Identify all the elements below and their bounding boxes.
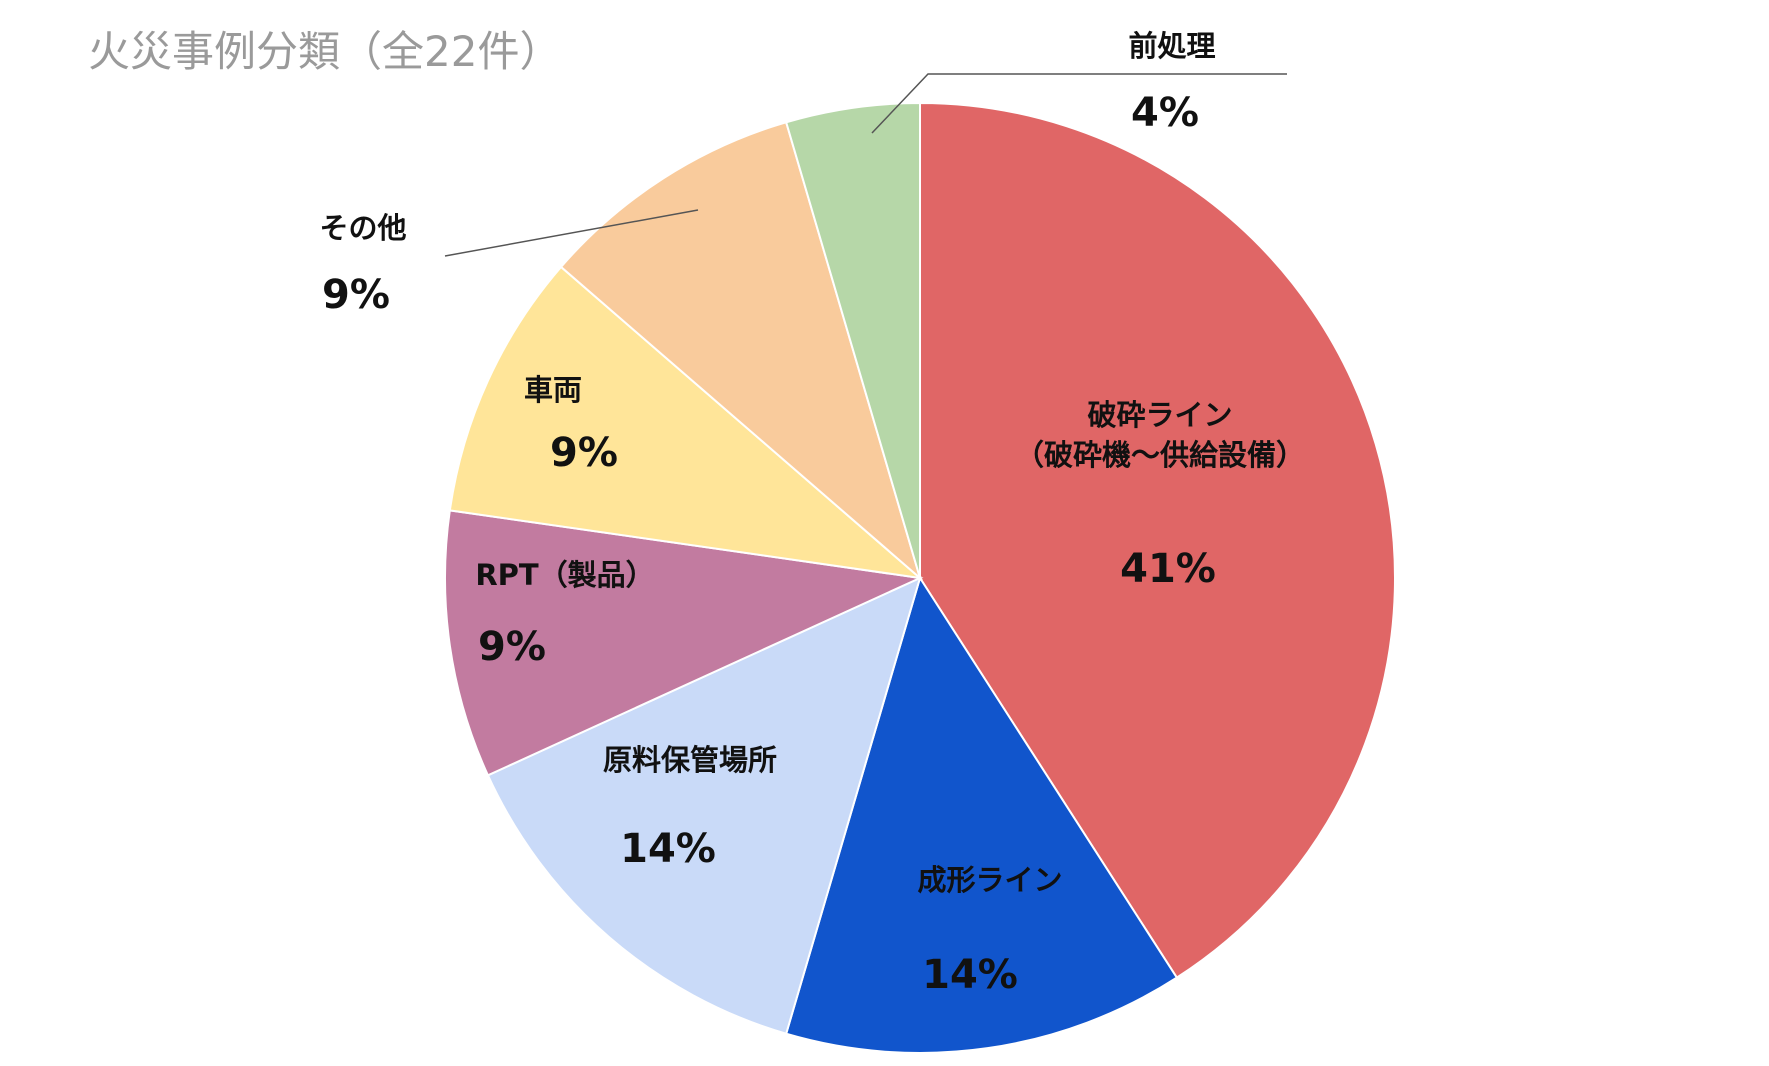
leader-line: [871, 73, 1287, 134]
slice-percent-label: 9%: [478, 624, 546, 670]
slice-name-label: 車両: [524, 373, 582, 407]
slice-percent-label: 14%: [922, 952, 1018, 998]
slice-name-label: RPT（製品）: [475, 558, 654, 592]
pie-slice: [444, 509, 924, 777]
pie-slice: [448, 265, 924, 580]
slice-name-label: （破砕機～供給設備）: [1015, 438, 1305, 472]
slice-percent-label: 14%: [620, 826, 716, 872]
slice-name-label: 成形ライン: [917, 863, 1062, 897]
pie-slice: [486, 576, 922, 1036]
pie-slice: [784, 575, 1179, 1054]
slice-name-label: 前処理: [1128, 29, 1215, 63]
pie-slice: [559, 120, 922, 581]
slice-percent-label: 4%: [1131, 90, 1199, 136]
slice-percent-label: 41%: [1120, 546, 1216, 592]
leader-line: [444, 209, 699, 257]
pie-slice: [919, 101, 1396, 979]
pie-slice: [784, 101, 921, 579]
slice-name-label: その他: [319, 211, 406, 245]
slice-name-label: 原料保管場所: [603, 743, 777, 777]
slice-name-label: 破砕ライン: [1087, 398, 1232, 432]
chart-title: 火災事例分類（全22件）: [88, 27, 562, 76]
slice-percent-label: 9%: [322, 272, 390, 318]
slice-percent-label: 9%: [550, 430, 618, 476]
